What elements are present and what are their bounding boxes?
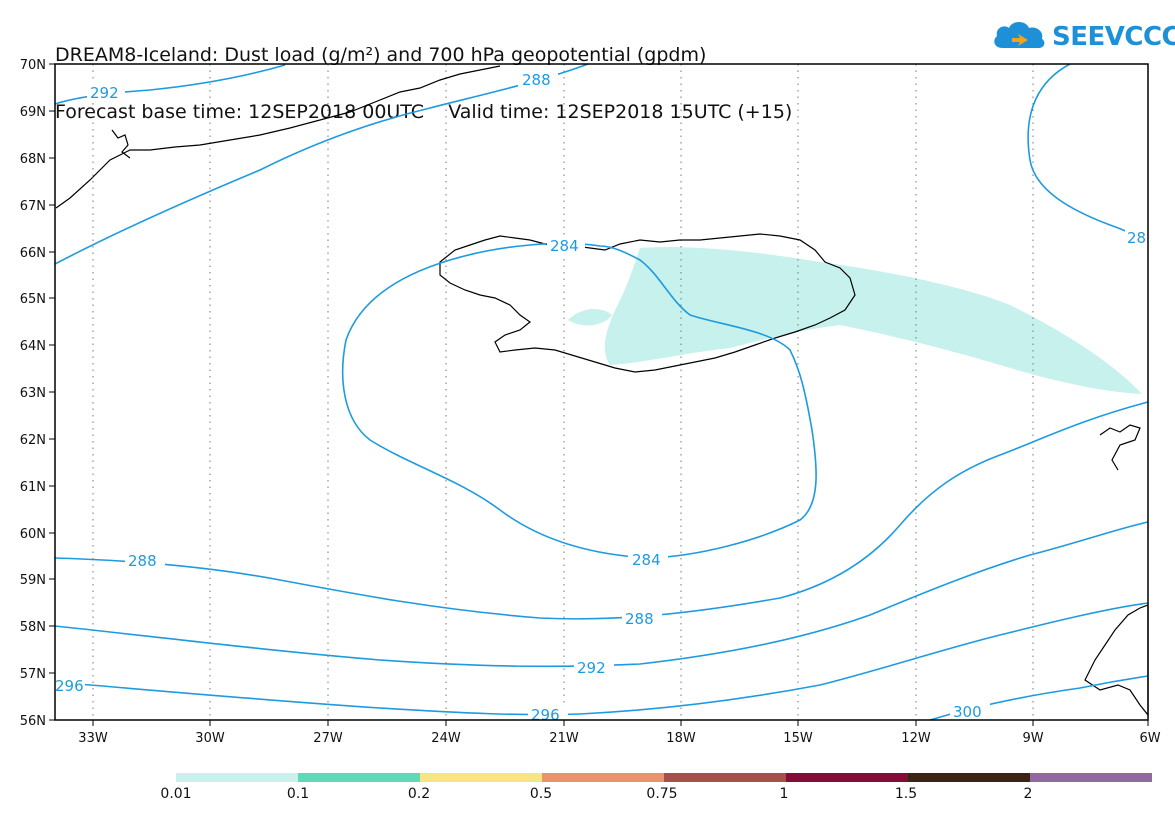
longitude-labels: 33W 30W 27W 24W 21W 18W 15W 12W 9W 6W (78, 731, 1160, 746)
contour-label-288-top: 288 (522, 71, 551, 89)
geopotential-contours (54, 63, 1149, 721)
legend-swatch (664, 773, 786, 782)
lat-label: 65N (20, 292, 46, 307)
lat-label: 67N (20, 199, 46, 214)
lon-label: 12W (901, 731, 931, 746)
contour-label-28-right: 28 (1127, 229, 1146, 247)
lon-label: 15W (783, 731, 813, 746)
legend-swatch (786, 773, 908, 782)
lat-label: 62N (20, 433, 46, 448)
lat-label: 57N (20, 667, 46, 682)
contour-label-288-west: 288 (128, 552, 157, 570)
lat-label: 64N (20, 339, 46, 354)
dust-load-area (568, 246, 1142, 394)
contour-288-top (54, 63, 589, 265)
coastlines (55, 65, 1149, 717)
color-legend: 0.01 0.1 0.2 0.5 0.75 1 1.5 2 (160, 773, 1152, 802)
title-line-1: DREAM8-Iceland: Dust load (g/m²) and 700… (55, 44, 707, 66)
scotland-coast (1084, 604, 1149, 717)
legend-swatch (542, 773, 664, 782)
logo-text: SEEVCCC (1052, 22, 1175, 52)
label-bg (518, 70, 558, 88)
legend-label: 0.1 (287, 786, 309, 802)
lon-label: 33W (78, 731, 108, 746)
label-bg (950, 703, 990, 721)
dust-patch-west (568, 308, 612, 326)
legend-label: 0.2 (408, 786, 430, 802)
lat-label: 69N (20, 105, 46, 120)
legend-label: 1 (780, 786, 789, 802)
legend-label: 0.01 (160, 786, 191, 802)
lat-label: 58N (20, 620, 46, 635)
contour-28-right (1027, 63, 1149, 245)
lon-label: 6W (1139, 731, 1160, 746)
lon-label: 21W (549, 731, 579, 746)
cloud-logo-icon (990, 18, 1048, 56)
faroe-coast (1099, 424, 1141, 471)
contour-label-300: 300 (953, 703, 982, 721)
contour-label-284-north: 284 (550, 237, 579, 255)
contour-labels: 292 288 28 284 284 288 288 292 296 296 3… (55, 70, 1148, 724)
contour-296-south (54, 602, 1149, 716)
lon-label: 30W (195, 731, 225, 746)
legend-swatch (298, 773, 420, 782)
legend-swatch (176, 773, 298, 782)
lat-label: 63N (20, 386, 46, 401)
label-bg (574, 658, 614, 676)
contour-label-284-south: 284 (632, 551, 661, 569)
legend-swatch (420, 773, 542, 782)
label-bg (1125, 228, 1148, 246)
legend-label: 0.5 (530, 786, 552, 802)
contour-label-292-south: 292 (577, 659, 606, 677)
contour-label-292-top: 292 (90, 84, 119, 102)
dust-plume-main (604, 246, 1142, 394)
legend-label: 2 (1024, 786, 1033, 802)
lon-label: 18W (666, 731, 696, 746)
tick-marks (49, 63, 1149, 726)
contour-292-south (54, 521, 1149, 668)
lat-label: 61N (20, 480, 46, 495)
lat-label: 70N (20, 58, 46, 73)
lon-label: 27W (313, 731, 343, 746)
contour-label-296-south: 296 (531, 706, 560, 724)
contour-292-top (54, 64, 286, 105)
label-bg (628, 550, 668, 568)
lat-label: 66N (20, 246, 46, 261)
contour-label-296-west: 296 (55, 677, 84, 695)
lat-label: 60N (20, 527, 46, 542)
map-frame (54, 63, 1149, 721)
lat-label: 59N (20, 573, 46, 588)
label-bg (622, 609, 662, 627)
latitude-labels: 70N 69N 68N 67N 66N 65N 64N 63N 62N 61N … (20, 58, 46, 729)
lon-label: 24W (431, 731, 461, 746)
label-bg (125, 551, 165, 569)
contour-288-south (54, 401, 1149, 620)
greenland-coast (55, 65, 501, 209)
legend-swatch (908, 773, 1030, 782)
seevccc-logo: SEEVCCC (990, 20, 1175, 54)
label-bg (528, 705, 568, 723)
label-bg (87, 83, 125, 101)
greenland-fjord (111, 129, 131, 159)
lat-label: 56N (20, 714, 46, 729)
lon-label: 9W (1022, 731, 1043, 746)
lat-label: 68N (20, 152, 46, 167)
legend-swatch (1030, 773, 1152, 782)
legend-label: 1.5 (895, 786, 917, 802)
contour-label-288-south: 288 (625, 610, 654, 628)
label-bg (55, 676, 85, 694)
graticule (92, 64, 1034, 720)
legend-label: 0.75 (646, 786, 677, 802)
label-bg (547, 236, 585, 254)
chart-title: DREAM8-Iceland: Dust load (g/m²) and 700… (55, 8, 792, 141)
title-line-2: Forecast base time: 12SEP2018 00UTC Vali… (55, 101, 793, 123)
